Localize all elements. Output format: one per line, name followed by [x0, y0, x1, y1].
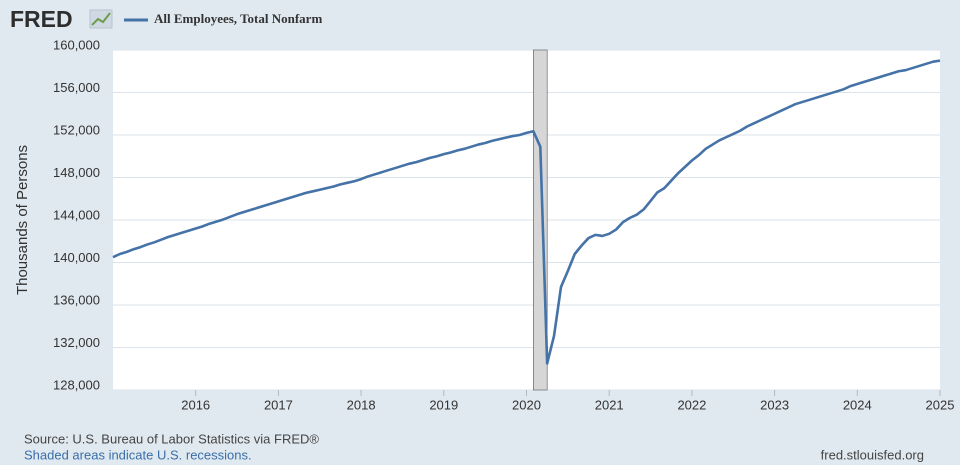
y-tick-label: 160,000 — [53, 37, 100, 52]
logo-icon — [89, 9, 113, 29]
x-tick-label: 2025 — [926, 397, 955, 412]
x-tick-label: 2020 — [512, 397, 541, 412]
series-line — [112, 59, 941, 365]
x-tick-label: 2019 — [429, 397, 458, 412]
x-tick-label: 2017 — [264, 397, 293, 412]
x-tick-label: 2018 — [347, 397, 376, 412]
legend-label: All Employees, Total Nonfarm — [154, 11, 322, 26]
y-tick-label: 152,000 — [53, 122, 100, 137]
y-tick-label: 140,000 — [53, 250, 100, 265]
y-tick-label: 132,000 — [53, 335, 100, 350]
x-tick-label: 2021 — [595, 397, 624, 412]
x-tick-label: 2016 — [181, 397, 210, 412]
brand-logo: FRED — [10, 6, 73, 32]
y-tick-label: 136,000 — [53, 292, 100, 307]
y-axis-label: Thousands of Persons — [14, 145, 31, 295]
site-url: fred.stlouisfed.org — [821, 447, 924, 462]
y-tick-label: 128,000 — [53, 377, 100, 392]
recession-shade — [533, 49, 548, 391]
x-tick-label: 2024 — [843, 397, 872, 412]
y-tick-label: 148,000 — [53, 165, 100, 180]
x-tick-label: 2022 — [677, 397, 706, 412]
recession-note: Shaded areas indicate U.S. recessions. — [24, 447, 252, 462]
y-tick-label: 156,000 — [53, 80, 100, 95]
source: Source: U.S. Bureau of Labor Statistics … — [24, 431, 319, 446]
y-tick-label: 144,000 — [53, 207, 100, 222]
x-tick-label: 2023 — [760, 397, 789, 412]
